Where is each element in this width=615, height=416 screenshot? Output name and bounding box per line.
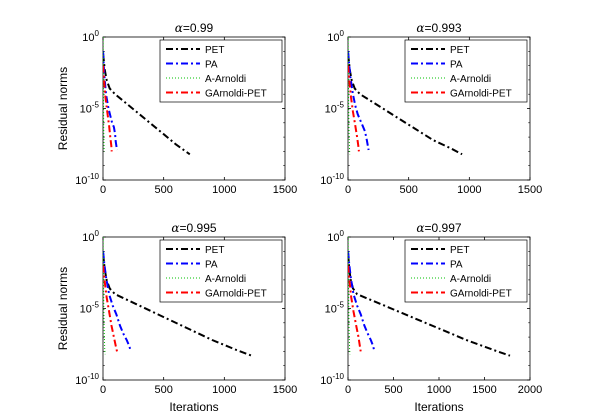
series-line-garnoldi-pet <box>348 265 362 352</box>
series-line-pa <box>348 51 370 151</box>
x-tick-label: 1000 <box>457 184 481 196</box>
y-tick-label: 10-5 <box>325 101 345 116</box>
legend-box <box>404 39 528 103</box>
legend: PET PA A-Arnoldi GArnoldi-PET <box>404 239 528 303</box>
legend-label: GArnoldi-PET <box>205 289 267 300</box>
x-tick-label: 500 <box>384 384 402 396</box>
series-group <box>348 237 511 357</box>
legend-label: A-Arnoldi <box>450 274 491 285</box>
legend-label: PET <box>205 45 224 56</box>
x-tick-label: 2000 <box>518 384 542 396</box>
legend-label: GArnoldi-PET <box>450 89 512 100</box>
series-line-pa <box>348 251 376 352</box>
y-axis-label: Residual norms <box>56 67 70 150</box>
series-line-garnoldi-pet <box>348 65 360 152</box>
chart-panel-1: 0 500 1000 1500 100 10-5 10-10 α=0.99 Residual n… <box>56 21 297 196</box>
legend-label: PET <box>450 45 469 56</box>
x-axis-label: Iterations <box>414 400 463 414</box>
x-axis-label: Iterations <box>169 400 218 414</box>
chart-title: α=0.99 <box>175 21 214 35</box>
series-line-pet <box>348 254 511 357</box>
y-tick-label: 10-10 <box>75 372 99 387</box>
x-tick-label: 1000 <box>212 384 236 396</box>
legend-box <box>159 39 283 103</box>
x-tick-label: 1500 <box>273 384 297 396</box>
legend-label: PA <box>450 260 463 271</box>
legend-label: PA <box>205 260 218 271</box>
chart-title: α=0.995 <box>171 221 216 235</box>
y-tick-label: 100 <box>82 29 99 44</box>
legend-box <box>159 239 283 303</box>
series-line-garnoldi-pet <box>103 65 113 152</box>
legend-label: PET <box>205 245 224 256</box>
series-line-a-arnoldi <box>103 237 106 355</box>
x-tick-label: 1000 <box>427 384 451 396</box>
y-tick-label: 10-10 <box>320 372 344 387</box>
x-tick-label: 0 <box>345 384 351 396</box>
x-tick-label: 1500 <box>472 384 496 396</box>
series-line-pa <box>103 251 132 352</box>
legend-box <box>404 239 528 303</box>
chart-panel-3: 0 500 1000 1500 100 10-5 10-10 α=0.995 Iteration… <box>56 221 297 414</box>
x-tick-label: 0 <box>100 384 106 396</box>
x-tick-label: 500 <box>154 184 172 196</box>
legend: PET PA A-Arnoldi GArnoldi-PET <box>159 239 283 303</box>
x-tick-label: 1000 <box>212 184 236 196</box>
x-tick-label: 500 <box>399 184 417 196</box>
legend-label: PA <box>205 60 218 71</box>
y-tick-label: 100 <box>327 29 344 44</box>
legend: PET PA A-Arnoldi GArnoldi-PET <box>404 39 528 103</box>
y-tick-label: 10-5 <box>80 101 100 116</box>
legend-label: GArnoldi-PET <box>450 289 512 300</box>
legend-label: GArnoldi-PET <box>205 89 267 100</box>
x-tick-label: 500 <box>154 384 172 396</box>
y-tick-label: 100 <box>82 229 99 244</box>
chart-title: α=0.997 <box>416 221 461 235</box>
y-tick-label: 10-10 <box>320 172 344 187</box>
legend-label: A-Arnoldi <box>205 274 246 285</box>
series-line-a-arnoldi <box>348 237 351 355</box>
series-group <box>103 37 191 156</box>
y-tick-label: 100 <box>327 229 344 244</box>
series-line-garnoldi-pet <box>103 265 118 352</box>
chart-title: α=0.993 <box>416 21 461 35</box>
chart-panel-4: 0 500 1000 1500 2000 100 10-5 10-10 α=0.997 Itera… <box>320 221 542 414</box>
legend-label: PET <box>450 245 469 256</box>
y-tick-label: 10-5 <box>80 301 100 316</box>
legend: PET PA A-Arnoldi GArnoldi-PET <box>159 39 283 103</box>
series-line-pet <box>348 54 463 156</box>
legend-label: A-Arnoldi <box>450 74 491 85</box>
legend-label: A-Arnoldi <box>205 74 246 85</box>
y-tick-label: 10-5 <box>325 301 345 316</box>
series-line-a-arnoldi <box>348 37 351 155</box>
legend-label: PA <box>450 60 463 71</box>
chart-panel-2: 0 500 1000 1500 100 10-5 10-10 α=0.993 PET PA A-Ar… <box>320 21 542 196</box>
x-tick-label: 1500 <box>518 184 542 196</box>
y-tick-label: 10-10 <box>75 172 99 187</box>
series-group <box>103 237 252 357</box>
series-line-pet <box>103 54 191 156</box>
x-tick-label: 1500 <box>273 184 297 196</box>
series-group <box>348 37 463 156</box>
y-axis-label: Residual norms <box>56 267 70 350</box>
x-tick-label: 0 <box>100 184 106 196</box>
x-tick-label: 0 <box>345 184 351 196</box>
